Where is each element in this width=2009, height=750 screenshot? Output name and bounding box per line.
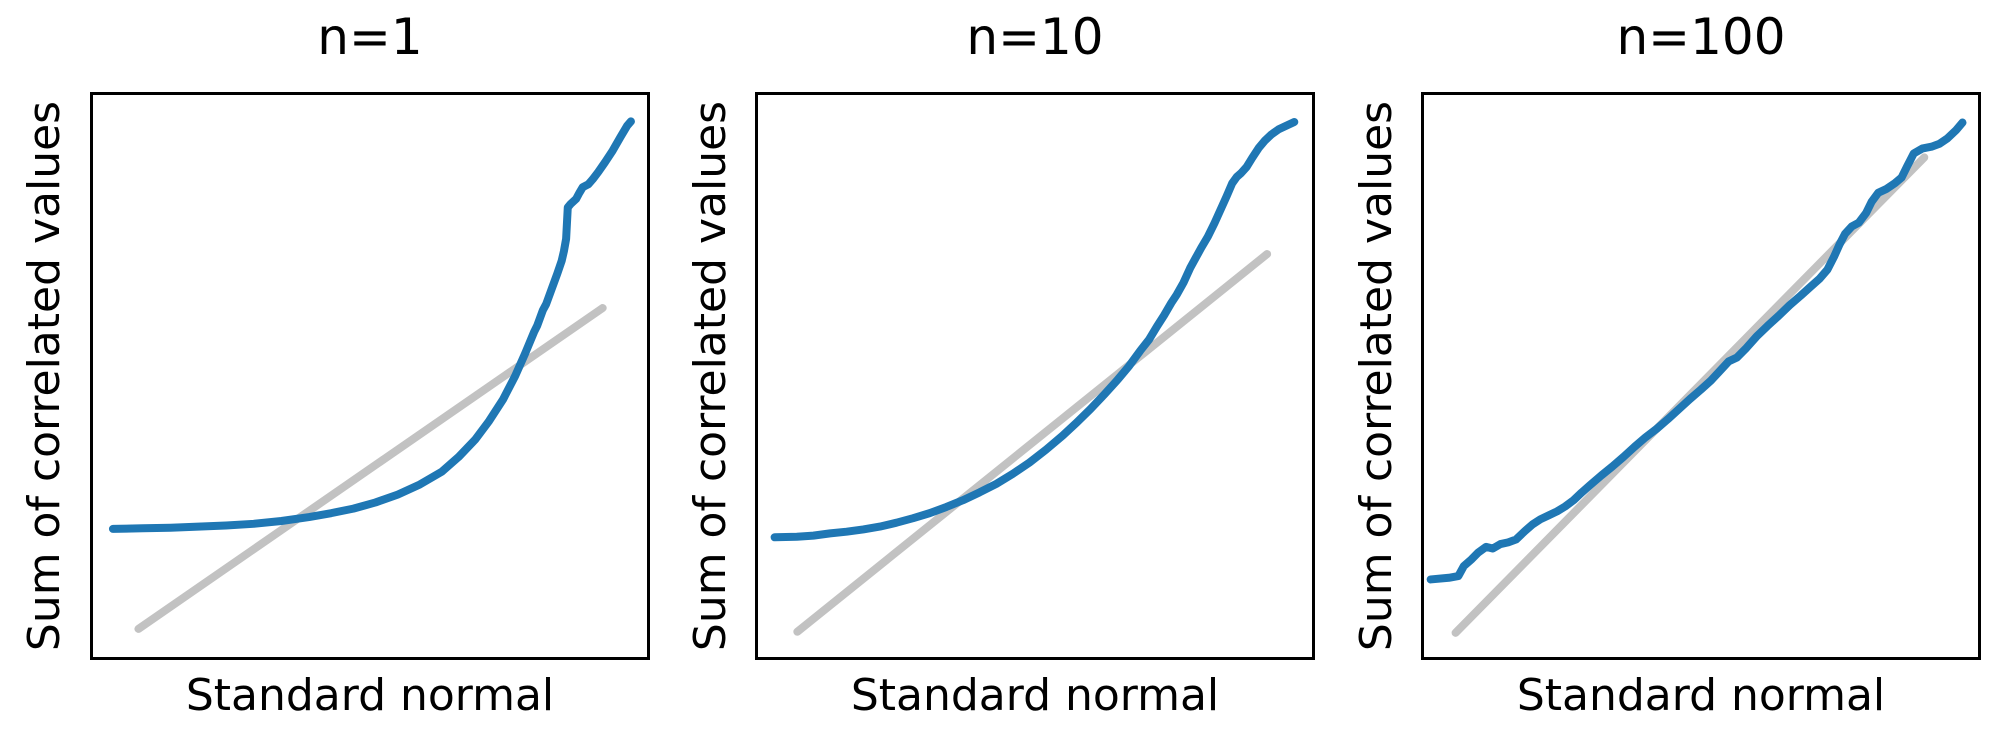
panel-2-qq-curves xyxy=(758,95,1312,657)
sample-quantiles-line xyxy=(1431,123,1963,580)
panel-1-plot-area xyxy=(90,92,650,660)
panel-1-title: n=1 xyxy=(317,8,423,66)
normal-reference-line-line xyxy=(138,308,602,629)
panel-3-y-axis-label: Sum of correlated values xyxy=(1351,100,1402,652)
panel-3-qq-curves xyxy=(1424,95,1978,657)
sample-quantiles-line xyxy=(113,121,631,528)
panel-2-title: n=10 xyxy=(966,8,1104,66)
sample-quantiles-line xyxy=(775,122,1295,537)
panel-2-y-axis-label: Sum of correlated values xyxy=(685,100,736,652)
panel-3-plot-area xyxy=(1421,92,1981,660)
panel-3-x-axis-label: Standard normal xyxy=(1516,670,1886,721)
panel-3-title: n=100 xyxy=(1616,8,1786,66)
panel-2-x-axis-label: Standard normal xyxy=(850,670,1220,721)
panel-1-qq-curves xyxy=(93,95,647,657)
normal-reference-line-line xyxy=(797,254,1267,632)
panel-2-plot-area xyxy=(755,92,1315,660)
panel-1-y-axis-label: Sum of correlated values xyxy=(19,100,70,652)
panel-1-x-axis-label: Standard normal xyxy=(185,670,555,721)
